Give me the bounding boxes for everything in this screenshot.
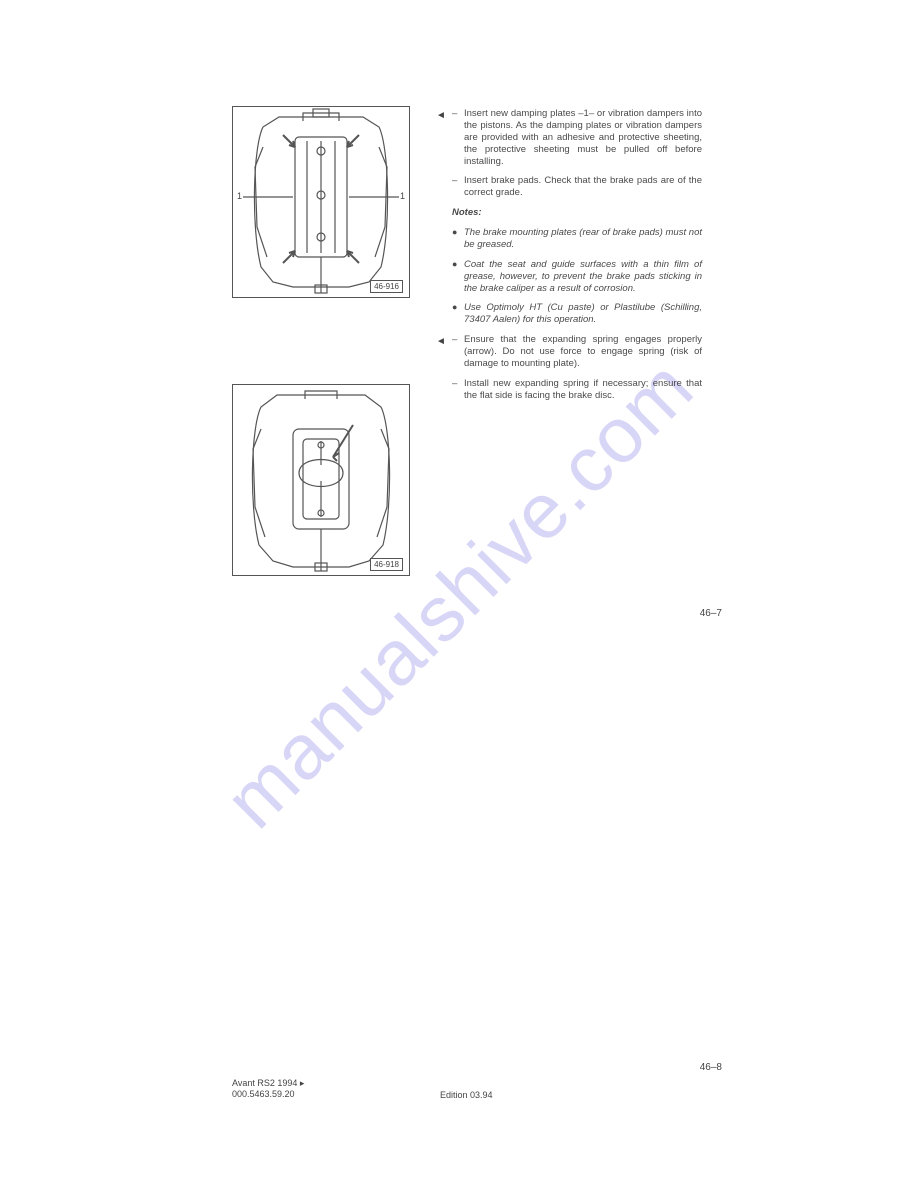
step-3: ◄ – Ensure that the expanding spring eng… <box>452 334 702 370</box>
figure-label-2: 46-918 <box>370 558 403 571</box>
note-1-text: The brake mounting plates (rear of brake… <box>464 227 702 250</box>
pointer-arrow-icon: ◄ <box>436 110 446 123</box>
footer-model: Avant RS2 1994 ▸ <box>232 1078 304 1089</box>
footer-model-block: Avant RS2 1994 ▸ 000.5463.59.20 <box>232 1078 304 1101</box>
bullet-icon: ● <box>452 302 457 313</box>
manual-page: manualshive.com <box>0 0 918 1188</box>
page-number-upper: 46–7 <box>700 608 722 619</box>
instruction-text-column: ◄ – Insert new damping plates –1– or vib… <box>452 108 702 410</box>
figure-46-918: 46-918 <box>232 384 410 576</box>
step-2: – Insert brake pads. Check that the brak… <box>452 175 702 199</box>
note-2-text: Coat the seat and guide surfaces with a … <box>464 259 702 294</box>
brake-caliper-spring-diagram <box>233 385 409 575</box>
dash-bullet: – <box>452 108 457 120</box>
figure-label-1: 46-916 <box>370 280 403 293</box>
note-1: ● The brake mounting plates (rear of bra… <box>452 227 702 251</box>
step-2-text: Insert brake pads. Check that the brake … <box>464 175 702 198</box>
notes-heading: Notes: <box>452 207 702 219</box>
dash-bullet: – <box>452 334 457 346</box>
note-2: ● Coat the seat and guide surfaces with … <box>452 259 702 295</box>
step-1-text: Insert new damping plates –1– or vibrati… <box>464 108 702 167</box>
step-4: – Install new expanding spring if necess… <box>452 378 702 402</box>
step-3-text: Ensure that the expanding spring engages… <box>464 334 702 369</box>
step-4-text: Install new expanding spring if necessar… <box>464 378 702 401</box>
figure-46-916: 1 1 46-916 <box>232 106 410 298</box>
callout-1-left: 1 <box>237 191 242 201</box>
footer-partno: 000.5463.59.20 <box>232 1089 304 1100</box>
bullet-icon: ● <box>452 259 457 270</box>
note-3-text: Use Optimoly HT (Cu paste) or Plastilube… <box>464 302 702 325</box>
dash-bullet: – <box>452 378 457 390</box>
bullet-icon: ● <box>452 227 457 238</box>
pointer-arrow-icon: ◄ <box>436 336 446 349</box>
dash-bullet: – <box>452 175 457 187</box>
brake-caliper-top-diagram <box>233 107 409 297</box>
page-number-lower: 46–8 <box>700 1062 722 1073</box>
note-3: ● Use Optimoly HT (Cu paste) or Plastilu… <box>452 302 702 326</box>
footer-edition: Edition 03.94 <box>440 1090 493 1100</box>
step-1: ◄ – Insert new damping plates –1– or vib… <box>452 108 702 167</box>
callout-1-right: 1 <box>400 191 405 201</box>
